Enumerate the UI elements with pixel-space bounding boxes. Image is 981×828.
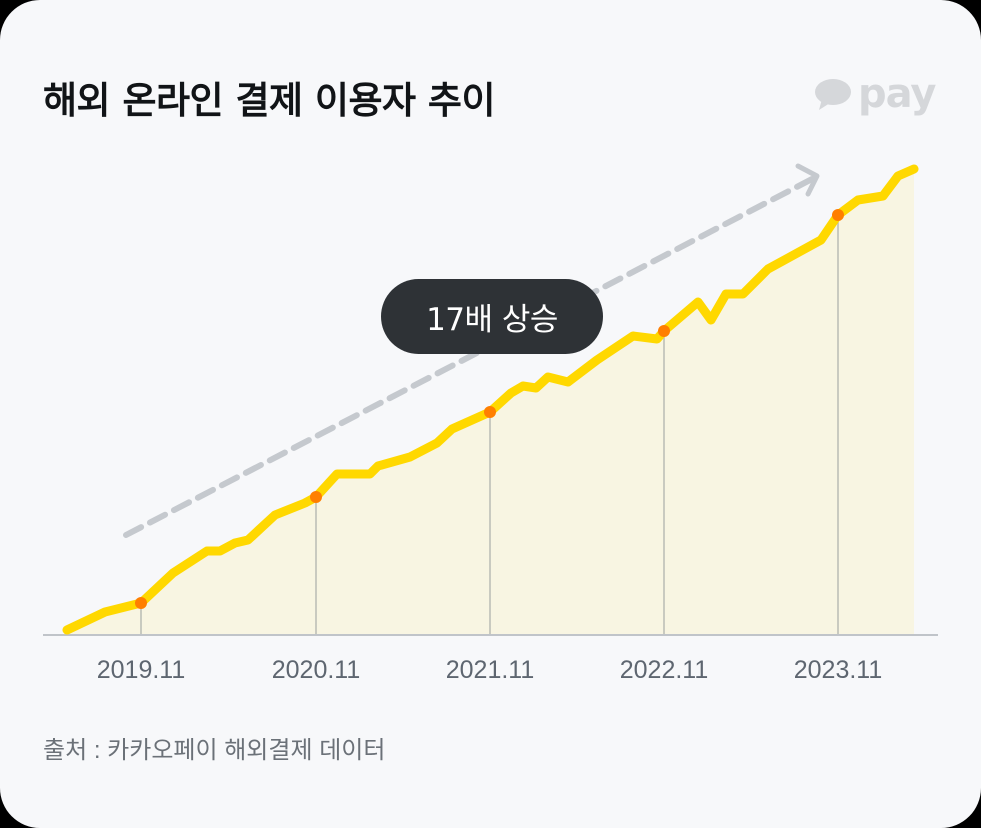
data-marker xyxy=(135,597,147,609)
data-line xyxy=(62,164,919,635)
x-tick-label: 2021.11 xyxy=(445,656,535,684)
chart-title: 해외 온라인 결제 이용자 추이 xyxy=(43,79,496,122)
trend-arrow xyxy=(123,163,820,538)
arrow-head-icon xyxy=(795,163,820,197)
source-note: 출처 : 카카오페이 해외결제 데이터 xyxy=(43,737,386,764)
data-marker xyxy=(310,491,322,503)
x-tick-label: 2023.11 xyxy=(793,656,883,684)
x-tick-label: 2019.11 xyxy=(96,656,186,684)
area-fill xyxy=(67,169,914,635)
vertical-guides xyxy=(140,215,839,635)
data-markers xyxy=(135,209,844,609)
logo-text: pay xyxy=(858,71,936,117)
speech-bubble-icon xyxy=(815,79,851,110)
data-marker xyxy=(484,406,496,418)
data-marker xyxy=(658,325,670,337)
x-tick-label: 2022.11 xyxy=(619,656,709,684)
kakaopay-logo: pay xyxy=(814,71,936,117)
growth-badge: 17배 상승 xyxy=(381,279,603,354)
x-tick-label: 2020.11 xyxy=(271,656,361,684)
data-marker xyxy=(832,209,844,221)
